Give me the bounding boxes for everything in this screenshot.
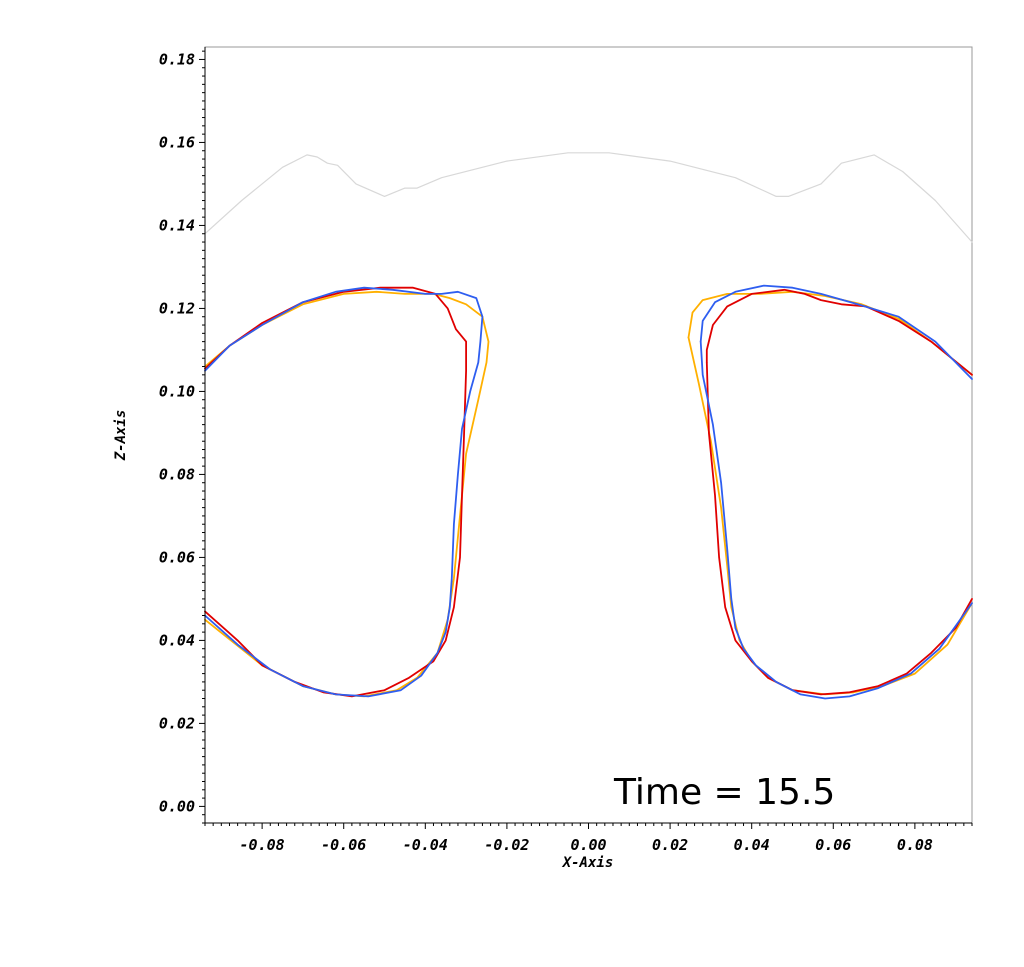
axes-layer: -0.08 -0.06 -0.04 -0.02 0.00 0.02 0.04 0.06 0.08…	[159, 47, 973, 854]
time-annotation: Time = 15.5	[613, 772, 835, 813]
plot-frame	[204, 46, 973, 824]
y-tick-label: 0.08	[159, 465, 195, 483]
y-tick-label: 0.00	[159, 797, 195, 815]
x-tick-label: -0.06	[321, 836, 366, 854]
x-tick-label: 0.02	[652, 836, 688, 854]
x-tick-label: 0.04	[734, 836, 770, 854]
y-tick-label: 0.16	[159, 133, 195, 151]
x-tick-label: 0.08	[897, 836, 933, 854]
y-tick-label: 0.12	[159, 299, 195, 317]
series-3-segment-0	[204, 286, 484, 698]
x-tick-label: -0.02	[484, 836, 529, 854]
x-tick-label: -0.04	[403, 836, 448, 854]
x-axis-title: X-Axis	[562, 855, 614, 871]
x-tick-label: 0.00	[570, 836, 606, 854]
y-tick-label: 0.14	[159, 216, 195, 234]
y-tick-label: 0.06	[159, 548, 195, 566]
y-tick-label: 0.10	[159, 382, 195, 400]
series-3-segment-2	[699, 340, 973, 700]
y-tick-label: 0.04	[159, 631, 195, 649]
curves-layer	[204, 152, 973, 700]
series-3-segment-1	[699, 284, 973, 380]
series-0-segment-0	[204, 152, 973, 243]
y-tick-label: 0.18	[159, 50, 195, 68]
x-tick-label: -0.08	[240, 836, 285, 854]
y-axis-title: Z-Axis	[113, 410, 129, 462]
y-tick-label: 0.02	[159, 714, 195, 732]
x-tick-label: 0.06	[815, 836, 851, 854]
series-2-segment-1	[705, 288, 973, 376]
